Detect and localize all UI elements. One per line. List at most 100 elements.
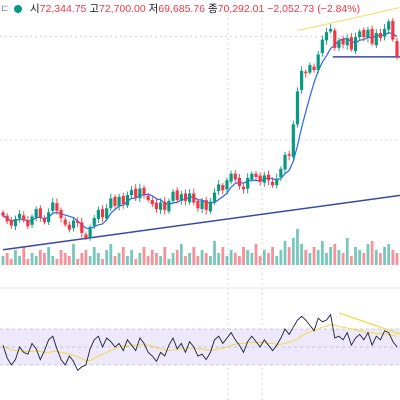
volume-bar: [320, 241, 324, 265]
candle-body: [266, 174, 271, 181]
candle-body: [171, 191, 175, 201]
candle-body: [362, 29, 366, 38]
volume-bar: [200, 250, 204, 265]
volume-bar: [208, 256, 212, 265]
volume-bar: [366, 244, 370, 265]
volume-bar: [291, 238, 295, 265]
candle-body: [258, 175, 262, 182]
candle-body: [76, 221, 80, 224]
volume-bar: [138, 253, 142, 265]
volume-bar: [101, 259, 104, 265]
volume-bar: [159, 256, 162, 265]
volume-bar: [14, 250, 17, 265]
candle-body: [312, 66, 316, 71]
volume-bar: [267, 253, 270, 265]
candle-body: [221, 185, 225, 191]
candle-body: [117, 196, 121, 207]
volume-bar: [192, 247, 196, 265]
volume-bar: [254, 244, 258, 265]
candle-body: [341, 38, 345, 45]
volume-bar: [312, 247, 316, 265]
candlestick-layer: [1, 18, 399, 241]
volume-bar: [43, 253, 46, 265]
change-percent: (−2.84%): [317, 3, 361, 15]
candle-body: [71, 220, 76, 229]
volume-bar: [184, 256, 187, 265]
volume-bar: [1, 256, 5, 265]
volume-bar: [362, 253, 366, 265]
candle-body: [92, 218, 96, 226]
volume-bar: [383, 247, 386, 265]
candle-body: [125, 195, 130, 206]
volume-bar: [316, 250, 320, 265]
candle-body: [163, 201, 167, 210]
candle-body: [241, 186, 246, 190]
volume-bar: [126, 256, 129, 265]
candle-body: [387, 21, 391, 30]
volume-bar: [47, 247, 51, 265]
moving-average-line: [2, 31, 398, 230]
candle-body: [5, 215, 9, 222]
volume-bar: [300, 244, 304, 265]
volume-bar: [250, 253, 254, 265]
candle-body: [13, 218, 18, 227]
candle-body: [38, 208, 42, 218]
candle-body: [34, 209, 38, 218]
candle-body: [229, 173, 233, 182]
candle-body: [200, 200, 204, 209]
candle-body: [63, 219, 67, 225]
candle-body: [333, 30, 337, 48]
candle-body: [283, 154, 287, 170]
candle-body: [84, 234, 88, 238]
close-value: 70,292.01: [217, 3, 265, 15]
volume-bar: [370, 241, 374, 265]
candle-body: [100, 209, 105, 218]
candle-body: [192, 193, 196, 203]
rsi-line: [2, 313, 398, 372]
candle-body: [378, 33, 383, 38]
volume-bar: [109, 244, 113, 265]
volume-bar: [30, 253, 34, 265]
candle-body: [159, 202, 163, 210]
volume-bar: [63, 253, 67, 265]
volume-bar: [345, 238, 349, 265]
volume-bar: [80, 253, 84, 265]
volume-bar: [204, 253, 208, 265]
volume-bar: [238, 256, 241, 265]
candle-body: [254, 173, 258, 177]
candle-body: [295, 91, 300, 125]
candle-body: [291, 124, 295, 158]
candle-body: [358, 31, 362, 38]
low-value: 69,685.76: [158, 3, 206, 15]
candle-body: [353, 37, 358, 51]
volume-bar: [142, 247, 146, 265]
candle-body: [146, 195, 150, 201]
candle-body: [42, 218, 47, 223]
volume-bar: [296, 229, 299, 265]
volume-bar: [134, 259, 138, 265]
trendline-layer: [2, 6, 400, 251]
moving-average-layer: [2, 31, 398, 230]
volume-bar: [275, 256, 279, 265]
volume-bar: [167, 259, 171, 265]
volume-bar: [279, 250, 283, 265]
volume-bar: [391, 250, 395, 265]
candle-body: [142, 187, 146, 195]
volume-bar: [92, 247, 96, 265]
candle-body: [150, 200, 154, 205]
volume-bar: [287, 247, 291, 265]
candle-body: [349, 37, 353, 50]
volume-bar: [217, 253, 221, 265]
volume-bar: [196, 256, 200, 265]
volume-bar: [76, 259, 80, 265]
volume-bar: [155, 253, 158, 265]
candle-body: [337, 40, 341, 48]
close-label: 종: [207, 3, 218, 15]
volume-bar: [88, 256, 92, 265]
candle-body: [26, 220, 30, 227]
volume-bar: [188, 253, 192, 265]
volume-bar: [337, 250, 341, 265]
volume-bar: [246, 250, 250, 265]
candle-body: [217, 184, 221, 192]
